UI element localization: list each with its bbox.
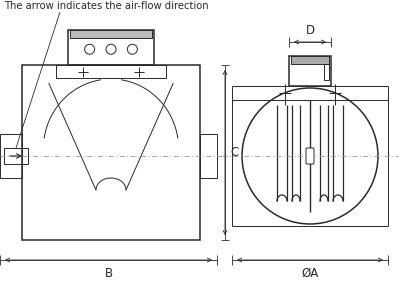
Bar	[22, 65, 200, 240]
Text: D: D	[306, 24, 314, 37]
Bar	[56, 65, 166, 78]
Bar	[291, 56, 329, 64]
Bar	[68, 30, 154, 65]
Bar	[70, 30, 152, 38]
Text: ØA: ØA	[301, 267, 319, 280]
Text: B: B	[104, 267, 112, 280]
Bar	[4, 148, 28, 164]
Text: C: C	[230, 146, 238, 159]
Bar	[0, 134, 22, 178]
Bar	[200, 134, 217, 178]
Bar	[324, 64, 329, 80]
Text: The arrow indicates the air-flow direction: The arrow indicates the air-flow directi…	[4, 1, 209, 11]
Bar	[289, 56, 331, 86]
FancyBboxPatch shape	[306, 148, 314, 164]
